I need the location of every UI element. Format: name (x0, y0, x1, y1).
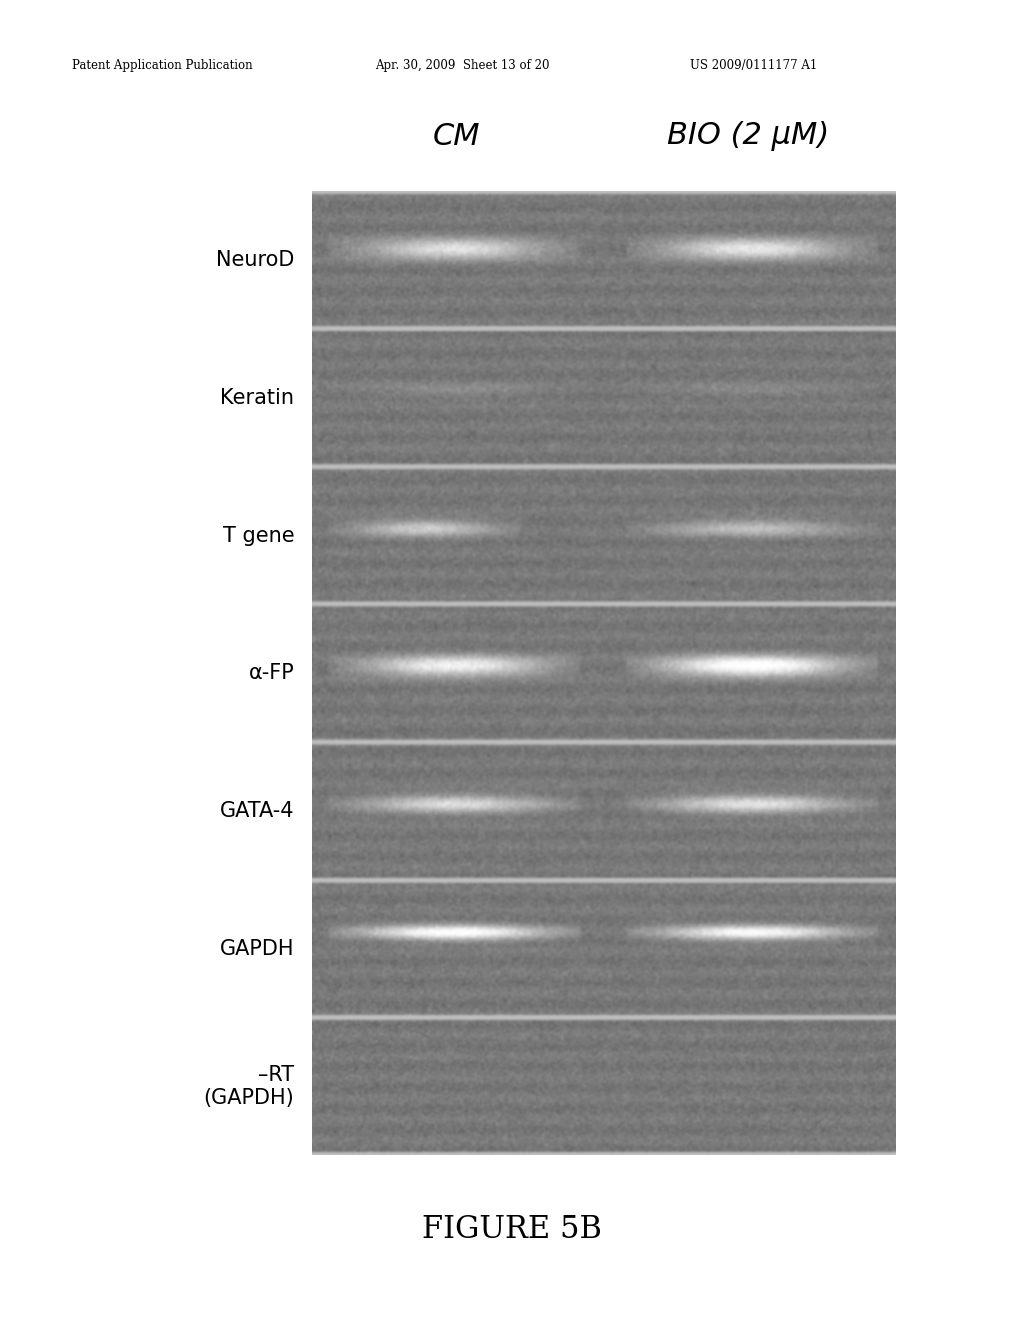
Text: US 2009/0111177 A1: US 2009/0111177 A1 (690, 58, 817, 71)
Text: Patent Application Publication: Patent Application Publication (72, 58, 253, 71)
Text: –RT
(GAPDH): –RT (GAPDH) (204, 1064, 294, 1107)
Text: NeuroD: NeuroD (216, 251, 294, 271)
Text: CM: CM (433, 121, 480, 150)
Text: α-FP: α-FP (249, 663, 294, 684)
Text: FIGURE 5B: FIGURE 5B (422, 1214, 602, 1246)
Text: GAPDH: GAPDH (220, 939, 294, 958)
Text: GATA-4: GATA-4 (220, 801, 294, 821)
Text: Apr. 30, 2009  Sheet 13 of 20: Apr. 30, 2009 Sheet 13 of 20 (375, 58, 550, 71)
Text: BIO (2 μM): BIO (2 μM) (668, 121, 829, 152)
Text: T gene: T gene (222, 525, 294, 545)
Text: Keratin: Keratin (220, 388, 294, 408)
